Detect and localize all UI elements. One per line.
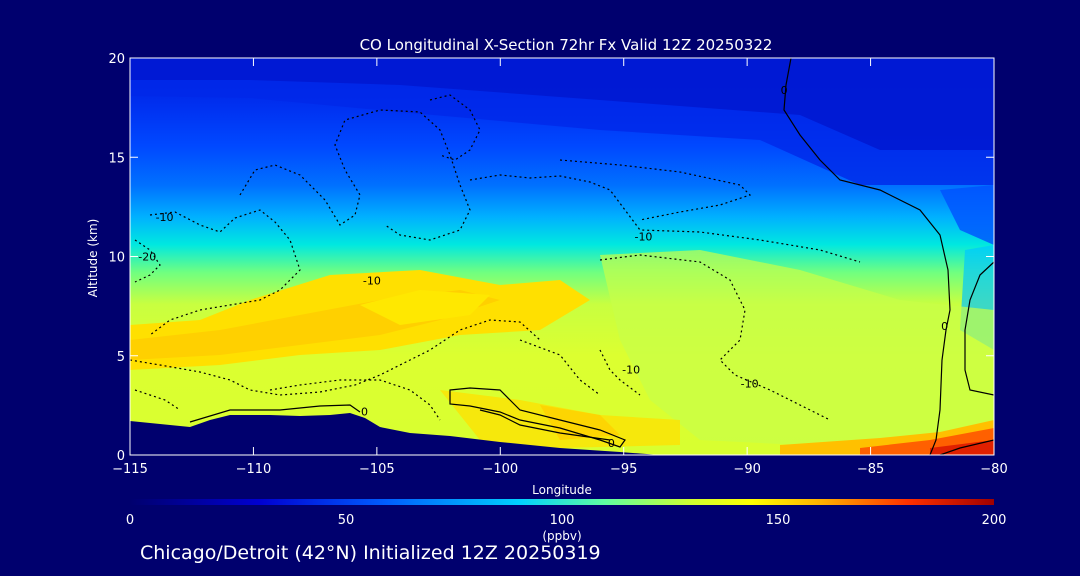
x-tick-label: −95 [610,462,637,477]
y-tick-label: 0 [117,449,125,464]
colorbar-unit-label: (ppbv) [542,529,581,543]
colorbar-ticks: 0 50 100 150 200 [126,513,1007,528]
x-tick-label: −105 [359,462,395,477]
contour-labels: -10 -20 -10 -10 -10 -10 0 0 0 0 [138,84,948,450]
colorbar-tick-label: 100 [550,513,575,528]
colorbar-tick-label: 0 [126,513,134,528]
contour-label: 0 [781,84,788,97]
y-axis: 0 5 10 15 20 [108,52,994,464]
contour-label: 0 [941,320,948,333]
x-axis-label: Longitude [532,483,592,497]
y-tick-label: 20 [108,52,125,67]
x-tick-label: −85 [857,462,884,477]
contour-label: -10 [363,274,381,287]
contour-label: -20 [138,251,156,264]
contour-label: -10 [741,378,759,391]
x-tick-label: −90 [733,462,760,477]
colorbar [130,499,994,505]
contour-label: 0 [361,405,368,418]
x-tick-label: −110 [236,462,272,477]
y-tick-label: 15 [108,151,125,166]
colorbar-tick-label: 50 [338,513,355,528]
terrain [130,413,660,455]
x-tick-label: −115 [112,462,148,477]
contour-lines [130,58,994,455]
chart-title: CO Longitudinal X-Section 72hr Fx Valid … [360,36,773,54]
contour-label: 0 [608,437,615,450]
y-axis-label: Altitude (km) [86,219,100,298]
y-tick-label: 5 [117,350,125,365]
x-tick-label: −100 [482,462,518,477]
contour-label: -10 [156,211,174,224]
x-tick-label: −80 [980,462,1007,477]
x-axis: −115 −110 −105 −100 −95 −90 −85 −80 [112,58,1008,477]
contour-label: -10 [634,231,652,244]
contour-label: -10 [622,364,640,377]
co-concentration-field [130,58,994,455]
colorbar-tick-label: 200 [982,513,1007,528]
y-tick-label: 10 [108,251,125,266]
footer-annotation: Chicago/Detroit (42°N) Initialized 12Z 2… [140,542,601,564]
colorbar-tick-label: 150 [766,513,791,528]
